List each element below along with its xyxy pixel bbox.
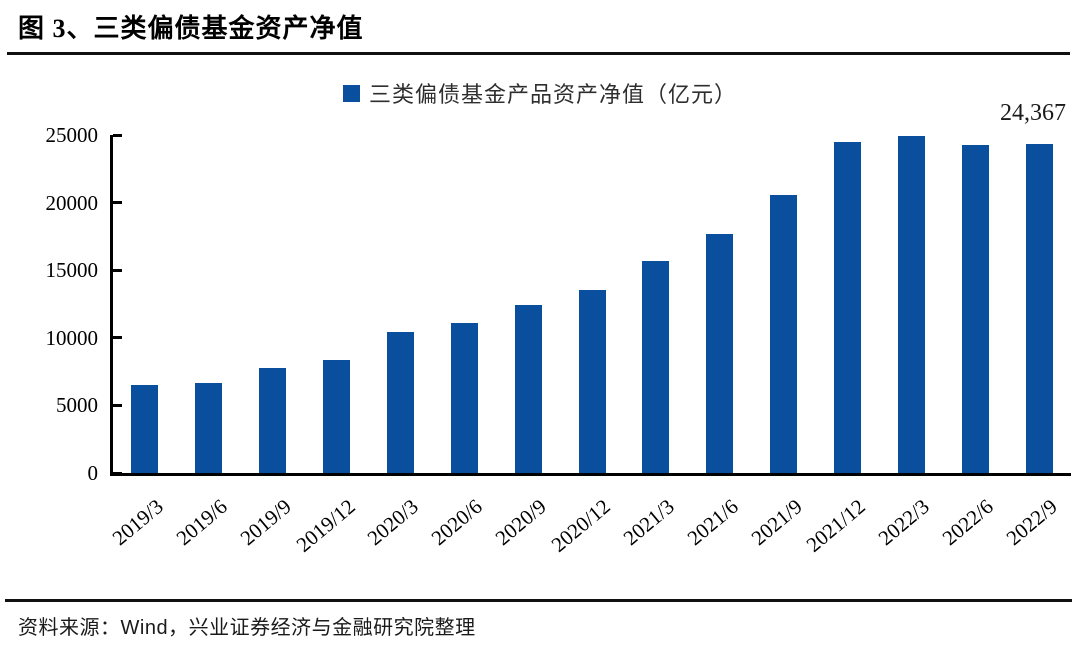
bar-2022/6 xyxy=(961,145,989,473)
bar-2021/12 xyxy=(833,142,861,473)
y-axis-tick xyxy=(113,403,122,407)
bar-2020/12 xyxy=(578,290,606,473)
y-axis-tick xyxy=(113,336,122,340)
bar-2021/6 xyxy=(706,234,734,473)
bar-2020/9 xyxy=(514,305,542,473)
y-axis-label: 15000 xyxy=(45,258,99,283)
bar-2019/3 xyxy=(131,385,159,473)
y-axis-label: 0 xyxy=(87,461,99,485)
figure-title: 图 3、三类偏债基金资产净值 xyxy=(18,14,364,43)
bar-2022/9 xyxy=(1025,144,1053,473)
bar-2019/12 xyxy=(323,360,351,473)
y-axis-tick xyxy=(113,201,122,205)
source-note: 资料来源：Wind，兴业证券经济与金融研究院整理 xyxy=(18,617,476,639)
bar-2021/3 xyxy=(642,261,670,473)
y-axis-tick xyxy=(113,471,122,475)
bar-2019/9 xyxy=(259,368,287,473)
plot-area: 0 5000 10000 15000 20000 25000 2019/3 2019/6 201… xyxy=(46,123,1071,557)
bar-2020/6 xyxy=(450,323,478,473)
y-axis-tick xyxy=(113,268,122,272)
legend-swatch xyxy=(342,84,360,102)
chart-legend: 三类偏债基金产品资产净值（亿元） xyxy=(0,80,1080,107)
last-bar-data-label: 24,367 xyxy=(1000,100,1066,126)
bar-2022/3 xyxy=(897,136,925,473)
bar-2019/6 xyxy=(195,383,223,473)
legend-label: 三类偏债基金产品资产净值（亿元） xyxy=(368,82,737,107)
footer-divider xyxy=(5,599,1072,602)
y-axis-tick xyxy=(113,133,122,137)
bar-2021/9 xyxy=(770,195,798,473)
bar-2020/3 xyxy=(386,332,414,473)
y-axis-label: 25000 xyxy=(45,123,99,147)
y-axis-label: 5000 xyxy=(56,393,98,418)
y-axis-label: 20000 xyxy=(45,190,99,215)
title-divider xyxy=(7,52,1070,55)
y-axis-label: 10000 xyxy=(45,325,99,350)
